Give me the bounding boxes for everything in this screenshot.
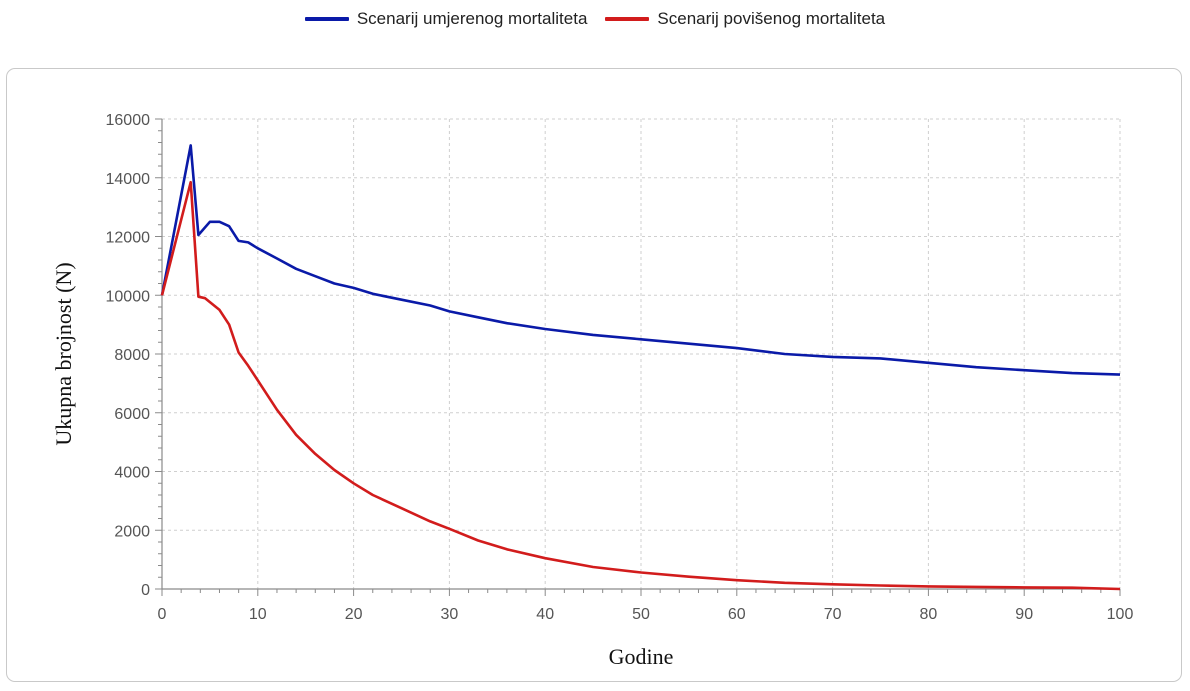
axes bbox=[155, 118, 1121, 596]
x-tick-label: 30 bbox=[441, 606, 459, 623]
x-tick-label: 10 bbox=[249, 606, 267, 623]
series-lines bbox=[160, 144, 1121, 591]
y-tick-label: 2000 bbox=[114, 523, 150, 540]
gridlines bbox=[162, 118, 1121, 589]
y-tick-label: 14000 bbox=[106, 171, 151, 188]
x-tick-label: 20 bbox=[345, 606, 363, 623]
y-tick-label: 8000 bbox=[114, 347, 150, 364]
y-tick-label: 0 bbox=[141, 582, 150, 599]
y-tick-label: 4000 bbox=[114, 465, 150, 482]
y-axis-title: Ukupna brojnost (N) bbox=[51, 262, 76, 445]
x-tick-label: 80 bbox=[920, 606, 938, 623]
tick-labels: 0 10 20 30 40 50 60 70 80 90 100 0 2000 4000 6000 8000 1… bbox=[106, 112, 1134, 623]
x-tick-label: 40 bbox=[536, 606, 554, 623]
series-line-moderate bbox=[160, 144, 1121, 376]
legend-swatch-moderate bbox=[304, 17, 349, 21]
x-tick-label: 100 bbox=[1107, 606, 1134, 623]
chart-legend: Scenarij umjerenog mortaliteta Scenarij … bbox=[0, 6, 1190, 32]
y-tick-label: 6000 bbox=[114, 406, 150, 423]
x-tick-label: 60 bbox=[728, 606, 746, 623]
legend-item-elevated: Scenarij povišenog mortaliteta bbox=[605, 9, 885, 29]
y-tick-label: 16000 bbox=[106, 112, 151, 129]
x-tick-label: 70 bbox=[824, 606, 842, 623]
legend-label-elevated: Scenarij povišenog mortaliteta bbox=[657, 9, 886, 28]
x-axis-title: Godine bbox=[609, 644, 674, 669]
x-tick-label: 0 bbox=[158, 606, 167, 623]
x-tick-label: 50 bbox=[632, 606, 650, 623]
x-tick-label: 90 bbox=[1015, 606, 1033, 623]
legend-label-moderate: Scenarij umjerenog mortaliteta bbox=[356, 9, 588, 28]
y-tick-label: 10000 bbox=[106, 288, 151, 305]
series-line-elevated bbox=[160, 180, 1121, 591]
legend-swatch-elevated bbox=[605, 17, 650, 21]
chart-panel bbox=[6, 68, 1182, 682]
legend-item-moderate: Scenarij umjerenog mortaliteta bbox=[304, 9, 588, 29]
y-tick-label: 12000 bbox=[106, 230, 151, 247]
